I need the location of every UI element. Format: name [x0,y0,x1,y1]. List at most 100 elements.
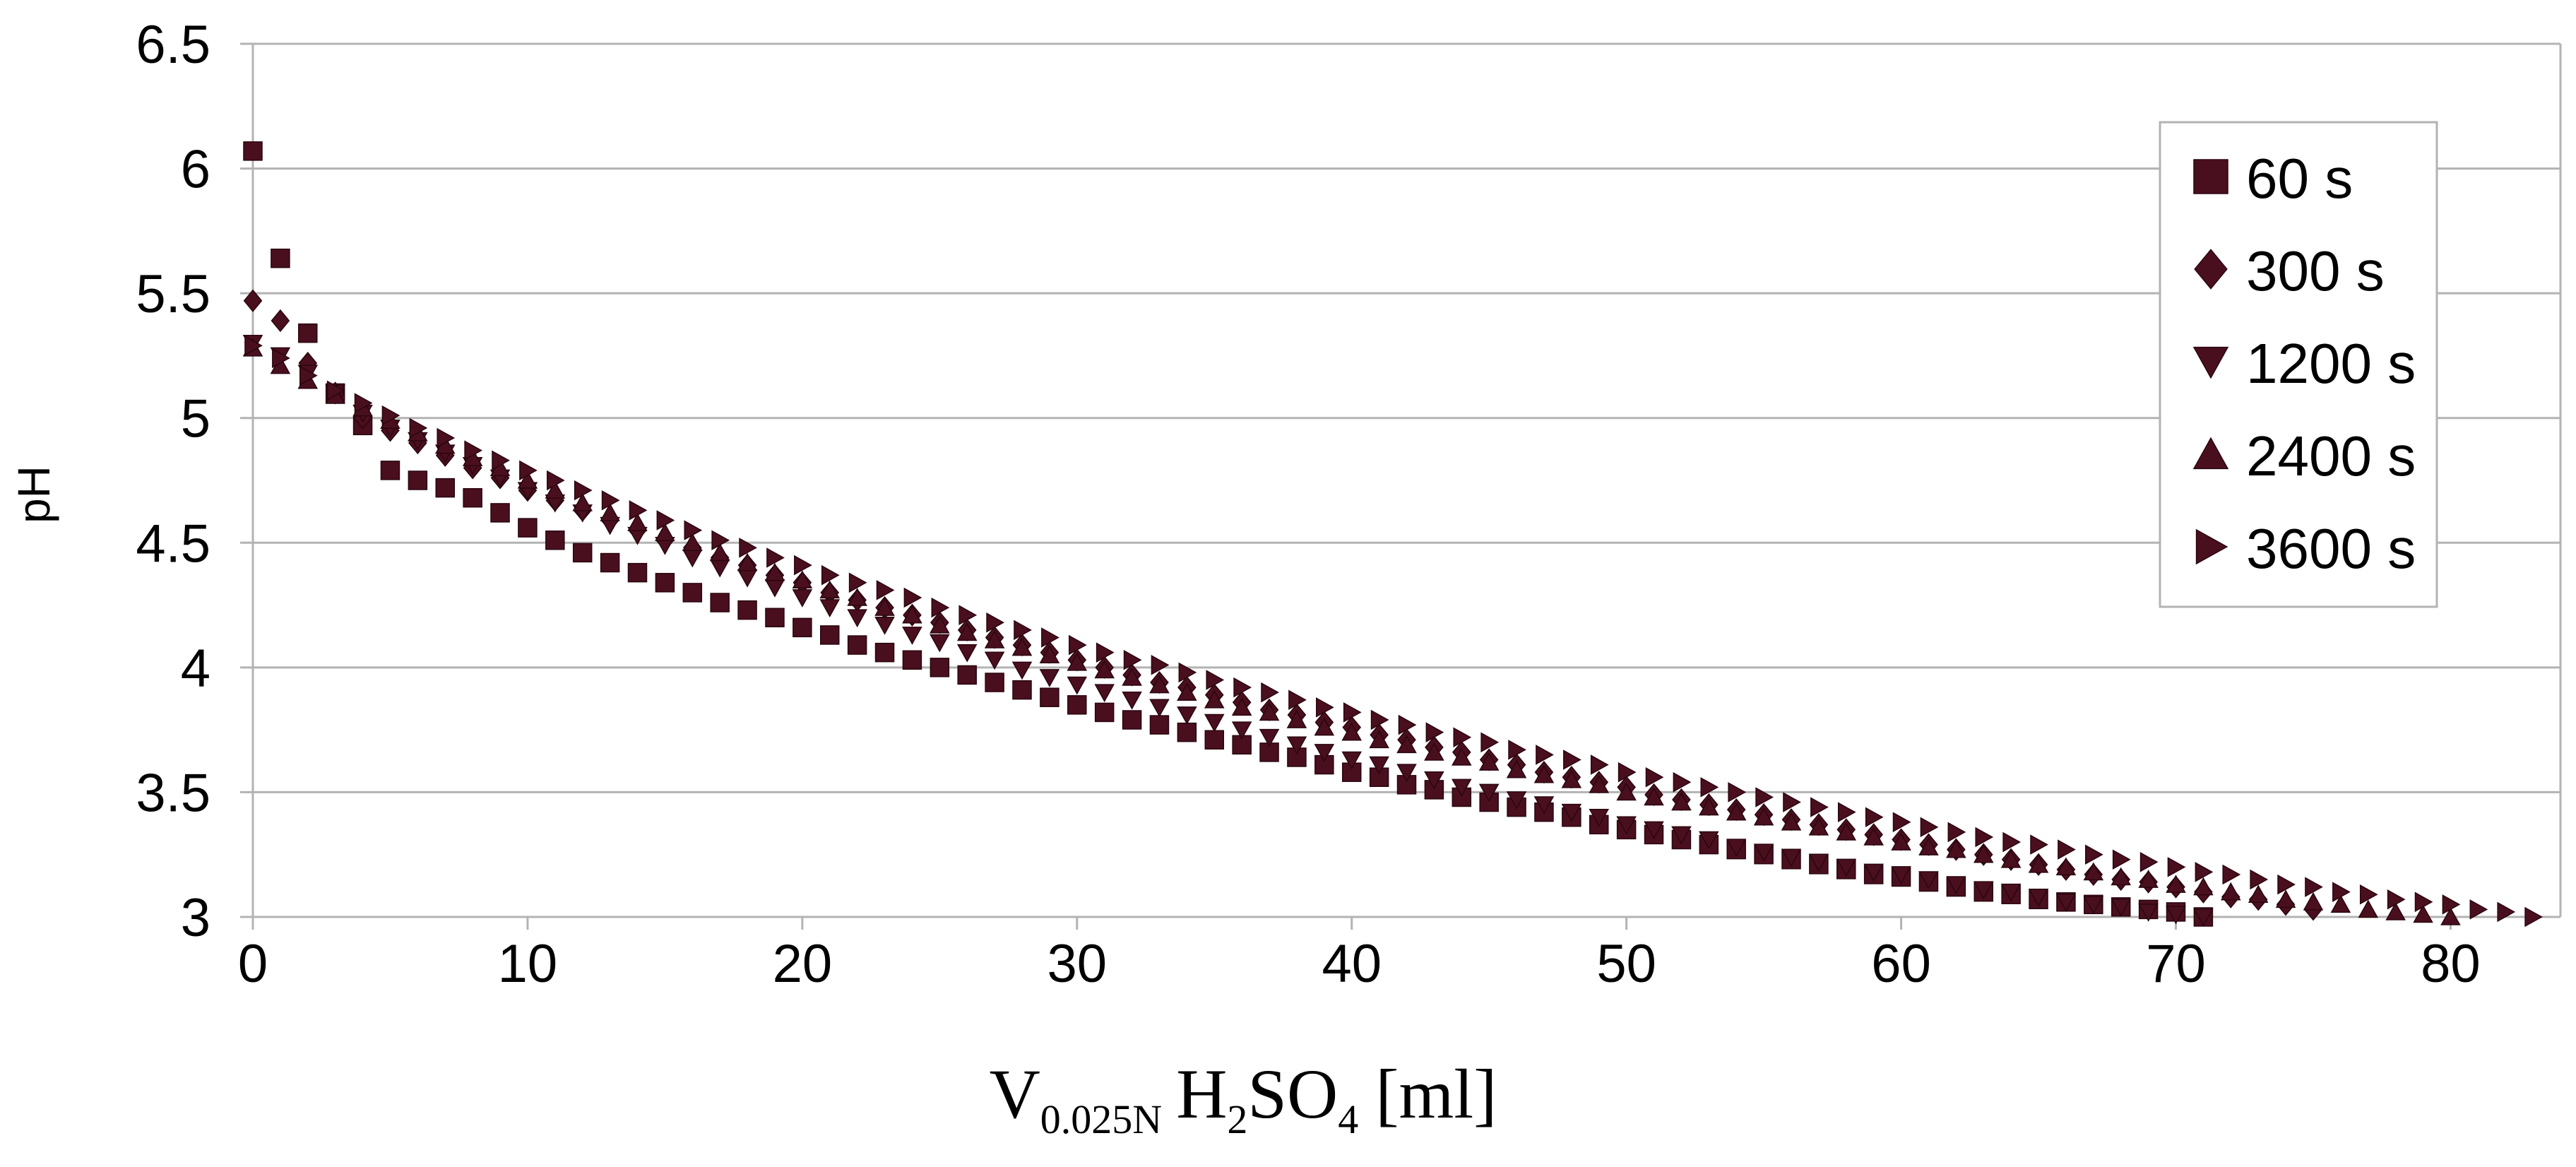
data-point [2330,894,2351,913]
data-point [709,543,730,562]
data-point [1123,649,1142,670]
data-point [682,583,703,603]
data-point [2193,877,2214,896]
data-point [1644,787,1664,806]
data-point [1836,822,1857,841]
data-point [1014,620,1032,641]
data-point [2138,870,2159,888]
x-axis-label-reagent-sub-2: 2 [1227,1096,1247,1142]
data-point [1094,684,1115,703]
data-point [1533,796,1555,814]
data-point [1808,817,1829,836]
data-point [766,547,785,568]
data-point [2167,857,2186,877]
data-point [1288,689,1307,711]
data-point [490,503,510,523]
data-point [1947,822,1966,843]
y-tick-label: 4 [181,639,210,699]
x-axis-label-symbol: V [990,1055,1040,1133]
data-point [1370,709,1389,730]
data-point [1341,751,1362,770]
data-point [2359,884,2378,905]
data-point [1728,782,1747,802]
data-point [2440,907,2461,925]
data-point [518,518,538,538]
y-tick-label: 6 [181,140,210,200]
data-point [1480,732,1500,753]
data-point [435,478,455,498]
data-point [2030,834,2048,855]
data-point [1012,680,1032,700]
data-point [2524,906,2544,928]
data-point [1067,652,1088,671]
data-point [1618,762,1637,783]
data-point [794,555,812,576]
data-point [2195,862,2214,882]
data-point [1122,710,1142,730]
data-point [1177,722,1197,742]
data-point [1369,756,1389,775]
data-point [1341,722,1362,741]
data-point [1699,831,1719,850]
data-point [1231,697,1252,716]
data-point [739,538,757,558]
data-point [819,580,841,599]
data-point [1314,717,1335,736]
data-point [1040,687,1060,707]
data-point [545,531,565,550]
data-point [2275,889,2296,908]
data-point [1369,730,1389,749]
data-point [902,605,922,624]
data-point [1068,634,1087,656]
x-tick-label: 60 [1871,934,1931,994]
data-point [903,587,922,608]
x-axis-label-reagent-sub-4: 4 [1338,1096,1358,1142]
data-point [627,513,648,531]
data-point [1259,702,1280,721]
data-point [2193,908,2214,927]
data-point [2055,894,2077,912]
legend-marker-1200-s [2192,346,2229,379]
data-point [1671,792,1692,811]
data-point [545,480,566,499]
x-axis-label-subscript: 0.025N [1040,1096,1162,1142]
data-point [793,617,812,638]
data-point [2166,906,2186,925]
data-point [2248,884,2269,904]
data-point [1178,662,1197,683]
data-point [1506,791,1527,810]
data-point [819,599,841,617]
data-point [820,625,840,645]
data-point [1259,742,1279,762]
data-point [244,336,263,356]
data-point [1561,769,1582,788]
data-point [1452,778,1472,798]
data-point [627,562,648,583]
series-3600-s [244,336,2544,928]
data-point [463,487,482,508]
data-point [711,530,730,551]
data-point [600,503,620,521]
data-point [2002,831,2022,853]
data-point [1726,802,1747,821]
data-point [710,593,730,612]
data-point [1286,710,1307,728]
data-point [876,580,895,600]
data-point [1920,817,1939,838]
data-point [1863,863,1884,882]
data-point [2083,862,2104,881]
data-point [821,564,840,586]
data-point [2469,899,2488,920]
data-point [1863,827,1884,846]
data-point [243,289,263,312]
x-axis-label-reagent-h: H [1176,1055,1227,1133]
data-point [1891,832,1911,851]
data-point [1478,752,1500,771]
data-point [1177,706,1197,725]
data-point [764,562,785,581]
data-point [1673,772,1692,793]
data-point [1204,689,1225,709]
data-point [2250,869,2269,890]
data-point [1616,816,1637,835]
